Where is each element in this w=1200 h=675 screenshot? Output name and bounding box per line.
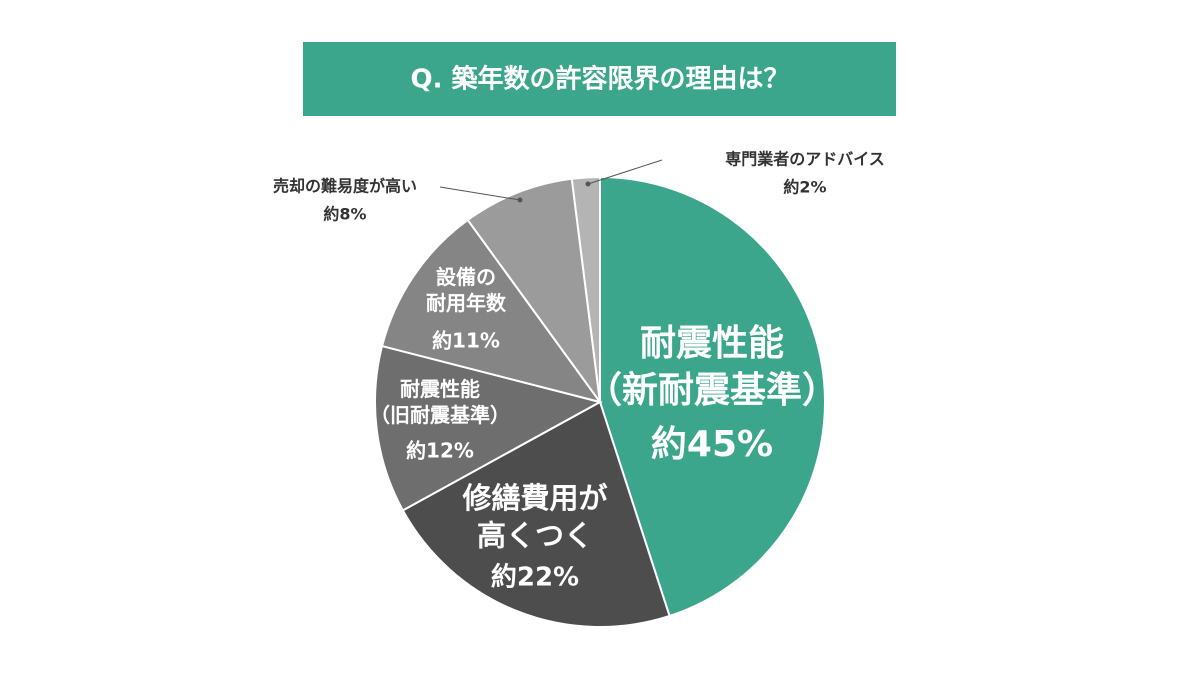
pie-slice	[380, 218, 603, 404]
pie-slice	[599, 175, 826, 618]
value-label: 約12%	[406, 439, 474, 463]
slice-label: 専門業者のアドバイス	[725, 150, 885, 169]
value-label: 約22%	[491, 562, 579, 593]
leader-dot	[517, 197, 523, 203]
leader-line	[439, 186, 521, 201]
slice-label: 耐震性能（旧耐震基準）	[370, 377, 510, 427]
value-label: 約11%	[432, 329, 500, 353]
pie-slice	[570, 175, 601, 403]
leader-dot	[585, 181, 591, 187]
title-banner	[303, 42, 896, 116]
leader-line	[587, 159, 663, 185]
pie-slice	[401, 400, 671, 628]
slice-label: 耐震性能（新耐震基準）	[586, 323, 838, 411]
pie-slice	[466, 177, 601, 403]
value-label: 約8%	[323, 205, 366, 224]
value-label: 約45%	[651, 424, 773, 465]
chart-title: Q. 築年数の許容限界の理由は？	[410, 64, 789, 95]
slice-label: 売却の難易度が高い	[273, 177, 417, 196]
slice-label: 修繕費用が高くつく	[461, 481, 607, 553]
slice-label: 設備の耐用年数	[426, 265, 507, 315]
pie-slice	[374, 344, 603, 512]
value-label: 約2%	[783, 178, 826, 197]
